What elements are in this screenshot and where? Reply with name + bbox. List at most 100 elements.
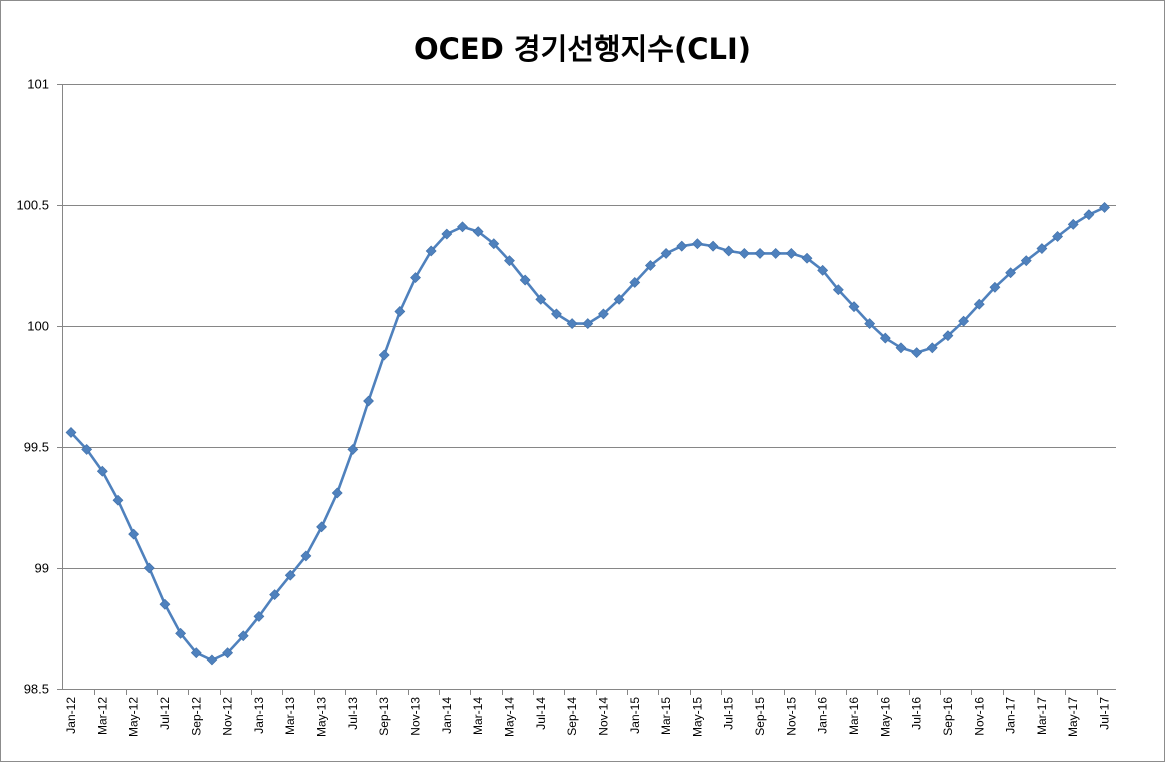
data-point-marker bbox=[143, 562, 155, 574]
x-tick-label: Jan-16 bbox=[816, 697, 830, 734]
data-point-marker bbox=[222, 647, 234, 659]
data-point-marker bbox=[770, 247, 782, 259]
x-tick-label: Nov-15 bbox=[784, 697, 798, 736]
chart-title: OCED 경기선행지수(CLI) bbox=[413, 32, 752, 66]
x-tick-label: Jul-15 bbox=[722, 697, 736, 730]
y-tick-label: 100 bbox=[27, 319, 49, 334]
data-point-marker bbox=[1052, 231, 1064, 242]
data-point-marker bbox=[707, 240, 719, 252]
data-point-marker bbox=[989, 281, 1001, 293]
data-point-marker bbox=[973, 298, 985, 310]
data-point-marker bbox=[785, 247, 797, 259]
data-point-marker bbox=[175, 627, 187, 639]
x-tick-label: Mar-16 bbox=[847, 697, 861, 735]
data-point-marker bbox=[817, 264, 829, 276]
data-point-marker bbox=[488, 238, 500, 250]
x-tick-label: Jul-16 bbox=[910, 697, 924, 730]
data-point-marker bbox=[598, 308, 609, 320]
data-point-marker bbox=[284, 569, 296, 581]
x-tick-label: Nov-12 bbox=[221, 697, 235, 736]
data-point-marker bbox=[410, 272, 421, 284]
data-point-marker bbox=[676, 240, 688, 252]
cli-series bbox=[65, 201, 1110, 666]
data-point-marker bbox=[1099, 201, 1110, 213]
data-point-marker bbox=[629, 277, 641, 288]
data-point-marker bbox=[457, 221, 468, 233]
x-tick-label: May-16 bbox=[878, 697, 892, 737]
x-tick-label: Mar-17 bbox=[1035, 697, 1049, 735]
data-point-marker bbox=[206, 654, 218, 666]
x-axis-tick-labels: Jan-12 Mar-12 May-12 Jul-12 Sep-12 Nov-12 Jan-… bbox=[64, 697, 1112, 737]
axes bbox=[57, 84, 1116, 695]
x-tick-label: Nov-14 bbox=[596, 697, 610, 736]
data-point-marker bbox=[425, 245, 437, 257]
data-point-marker bbox=[942, 330, 954, 342]
data-point-marker bbox=[1067, 218, 1079, 230]
data-point-marker bbox=[112, 494, 124, 506]
data-point-marker bbox=[1083, 209, 1095, 221]
x-tick-label: Jan-12 bbox=[64, 697, 78, 734]
x-tick-label: Sep-14 bbox=[565, 697, 579, 736]
data-point-marker bbox=[864, 318, 876, 330]
data-point-marker bbox=[723, 245, 735, 257]
data-point-marker bbox=[504, 255, 515, 267]
data-point-marker bbox=[394, 306, 406, 317]
y-tick-label: 98.5 bbox=[24, 682, 49, 697]
data-point-marker bbox=[128, 528, 140, 540]
data-point-marker bbox=[644, 260, 656, 271]
y-tick-label: 99.5 bbox=[24, 440, 49, 455]
data-point-marker bbox=[253, 610, 265, 622]
x-tick-label: Jul-12 bbox=[158, 697, 172, 730]
data-point-marker bbox=[879, 332, 891, 344]
x-tick-label: Sep-13 bbox=[377, 697, 391, 736]
data-point-marker bbox=[363, 395, 374, 407]
gridlines bbox=[62, 84, 1116, 690]
data-point-marker bbox=[660, 247, 672, 259]
data-point-marker bbox=[1020, 255, 1032, 267]
y-tick-label: 99 bbox=[35, 561, 49, 576]
x-tick-label: Jan-14 bbox=[440, 697, 454, 734]
data-point-marker bbox=[472, 226, 484, 238]
data-point-marker bbox=[96, 465, 108, 477]
data-point-marker bbox=[441, 228, 453, 240]
y-tick-label: 100.5 bbox=[16, 198, 49, 213]
data-point-marker bbox=[754, 247, 766, 259]
x-tick-label: Jan-15 bbox=[628, 697, 642, 734]
data-point-marker bbox=[911, 347, 923, 359]
x-tick-label: Jul-14 bbox=[534, 697, 548, 730]
x-tick-label: Sep-16 bbox=[941, 697, 955, 736]
x-tick-label: Sep-12 bbox=[189, 697, 203, 736]
data-point-marker bbox=[832, 284, 844, 296]
y-axis-tick-labels: 98.5 99 99.5 100 100.5 101 bbox=[16, 77, 49, 697]
x-tick-label: Jan-17 bbox=[1004, 697, 1018, 734]
x-tick-label: Jul-13 bbox=[346, 697, 360, 730]
x-tick-label: Mar-13 bbox=[283, 697, 297, 735]
series-line bbox=[70, 206, 1106, 662]
data-point-marker bbox=[237, 630, 249, 642]
data-point-marker bbox=[691, 238, 703, 250]
data-point-marker bbox=[551, 308, 562, 320]
data-point-marker bbox=[347, 443, 359, 455]
data-point-marker bbox=[801, 252, 813, 264]
data-point-marker bbox=[159, 598, 171, 610]
x-tick-label: Mar-12 bbox=[95, 697, 109, 735]
x-tick-label: Sep-15 bbox=[753, 697, 767, 736]
x-tick-label: May-12 bbox=[127, 697, 141, 737]
x-tick-label: May-14 bbox=[502, 697, 516, 737]
data-point-marker bbox=[958, 315, 970, 327]
data-point-marker bbox=[848, 301, 860, 313]
data-point-marker bbox=[378, 349, 390, 361]
data-point-marker bbox=[519, 274, 531, 286]
x-tick-label: Jan-13 bbox=[252, 697, 266, 734]
data-point-marker bbox=[613, 293, 625, 305]
x-tick-label: May-13 bbox=[315, 697, 329, 737]
data-point-marker bbox=[1005, 267, 1017, 279]
data-point-marker bbox=[331, 487, 343, 499]
x-tick-label: Nov-16 bbox=[972, 697, 986, 736]
data-point-marker bbox=[1036, 243, 1048, 254]
data-point-marker bbox=[190, 647, 202, 659]
x-tick-label: May-15 bbox=[690, 697, 704, 737]
x-tick-label: Mar-14 bbox=[471, 697, 485, 735]
data-point-marker bbox=[300, 550, 312, 562]
